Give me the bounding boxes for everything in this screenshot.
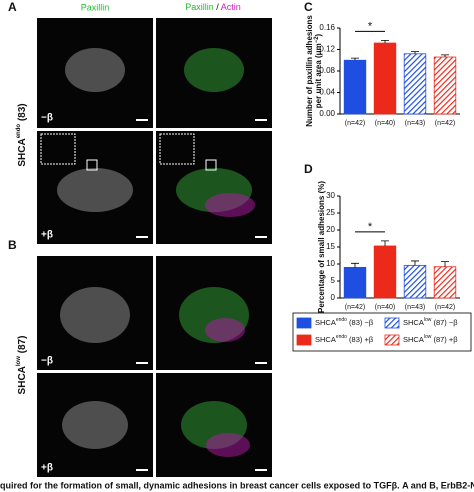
y-tick-label: 20: [326, 225, 335, 234]
caption: quired for the formation of small, dynam…: [0, 480, 474, 490]
label-line: ): [314, 33, 323, 36]
column-header: Paxillin: [81, 2, 110, 12]
image-grid: −β +β −β +β: [37, 18, 272, 477]
y-tick-label: 0.04: [319, 88, 335, 97]
label-part: SHCA: [403, 318, 424, 327]
legend-label: SHCAendo (83) +β: [315, 334, 374, 344]
x-tick-label: (n=42): [345, 120, 365, 127]
header-part: /: [214, 2, 221, 12]
label-part: (87) −β: [431, 318, 458, 327]
label-part: low: [424, 317, 432, 323]
bar: [433, 56, 457, 115]
y-tick-label: 30: [326, 191, 335, 200]
label-part: SHCA: [17, 138, 28, 166]
x-tick-label: (n=40): [375, 304, 395, 311]
bar: [373, 245, 397, 299]
panel-label: A: [8, 0, 17, 14]
y-tick-label: 15: [326, 242, 335, 251]
y-tick-label: 0: [331, 293, 336, 302]
label-part: SHCA: [17, 366, 28, 394]
y-axis-label: Percentage of small adhesions (%): [317, 181, 326, 313]
condition-label: −β: [41, 356, 53, 367]
label-line: per unit area (μm: [314, 43, 323, 108]
bar: [433, 266, 457, 299]
y-tick-label: 0.12: [319, 45, 335, 54]
label-part: SHCA: [315, 318, 336, 327]
error-bar: [411, 260, 419, 266]
label-part: low: [424, 334, 432, 340]
panel-label: B: [8, 238, 17, 252]
x-tick-label: (n=43): [405, 304, 425, 311]
condition-label: −β: [41, 113, 53, 124]
condition-label: +β: [41, 230, 53, 241]
label-part: (83) +β: [347, 335, 374, 344]
bar: [403, 53, 427, 115]
condition-label: +β: [41, 463, 53, 474]
legend-label: SHCAendo (83) −β: [315, 317, 374, 327]
label-part: endo: [16, 124, 22, 139]
y-tick-label: 0.16: [319, 23, 335, 32]
x-tick-label: (n=43): [405, 120, 425, 127]
panel-label: D: [304, 162, 313, 176]
row-label: SHCAendo (83): [16, 103, 28, 166]
x-tick-label: (n=42): [345, 304, 365, 311]
error-bar: [351, 262, 359, 268]
label-part: SHCA: [403, 335, 424, 344]
y-tick-label: 0.08: [319, 66, 335, 75]
label-part: (87): [17, 336, 28, 357]
y-tick-label: 5: [331, 276, 336, 285]
legend-label: SHCAlow (87) −β: [403, 317, 458, 327]
y-tick-label: 25: [326, 208, 335, 217]
label-part: (87) +β: [431, 335, 458, 344]
panel-label: C: [304, 0, 313, 14]
bar: [373, 42, 397, 115]
error-bar: [381, 240, 389, 246]
bar: [343, 266, 367, 299]
legend-swatch: [296, 334, 312, 346]
error-bar: [411, 51, 419, 54]
label-part: (83): [17, 103, 28, 124]
significance-label: *: [368, 221, 373, 233]
label-part: endo: [336, 317, 347, 323]
y-tick-label: 0.00: [319, 109, 335, 118]
x-tick-label: (n=42): [435, 304, 455, 311]
y-axis-label: Number of paxillin adhesionsper unit are…: [305, 15, 323, 127]
label-part: (83) −β: [347, 318, 374, 327]
legend-swatch: [296, 317, 312, 329]
header-part: Actin: [221, 2, 241, 12]
x-tick-label: (n=40): [375, 120, 395, 127]
error-bar: [381, 39, 389, 44]
label-part: endo: [336, 334, 347, 340]
y-tick-label: 10: [326, 259, 335, 268]
x-tick-label: (n=42): [435, 120, 455, 127]
error-bar: [441, 54, 449, 58]
label-part: SHCA: [315, 335, 336, 344]
legend-swatch: [384, 334, 400, 346]
label-part: low: [16, 356, 22, 366]
column-header: Paxillin / Actin: [185, 2, 241, 12]
bar: [403, 264, 427, 299]
error-bar: [441, 261, 449, 267]
legend-swatch: [384, 317, 400, 329]
label-sup: −2: [314, 36, 320, 44]
legend-label: SHCAlow (87) +β: [403, 334, 458, 344]
row-label: SHCAlow (87): [16, 336, 28, 395]
bar: [343, 59, 367, 115]
label-line: Number of paxillin adhesions: [305, 15, 314, 127]
legend-box: [292, 312, 472, 352]
significance-label: *: [368, 20, 373, 32]
error-bar: [351, 57, 359, 61]
header-part: Paxillin: [185, 2, 214, 12]
